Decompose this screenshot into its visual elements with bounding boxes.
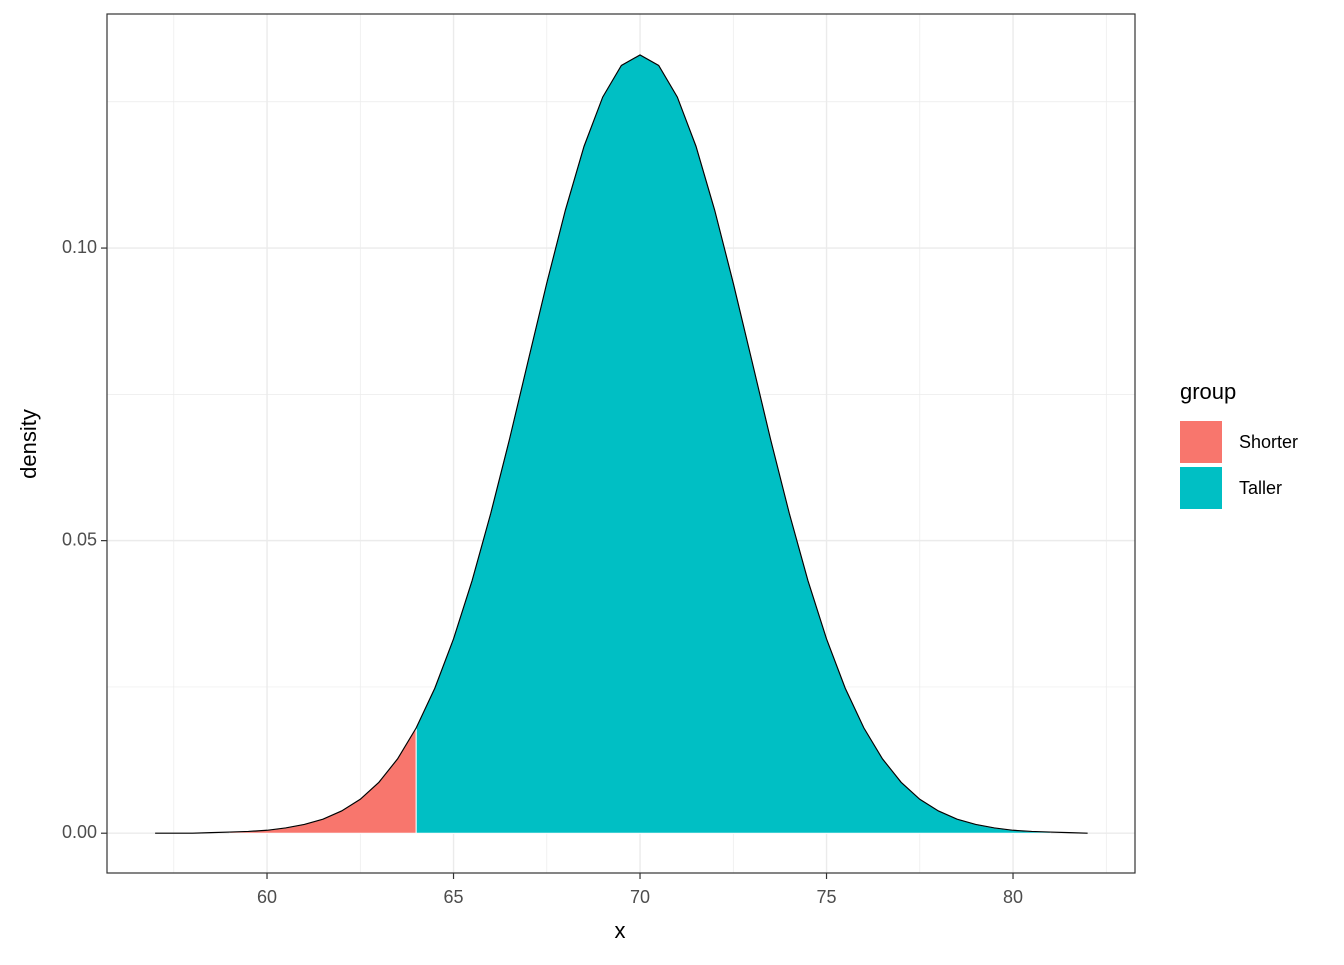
y-tick-label: 0.10 [62,237,97,257]
x-tick-label: 70 [630,887,650,907]
y-axis-label: density [16,409,41,479]
legend-label: Taller [1239,478,1282,498]
legend-key [1180,467,1222,509]
y-tick-label: 0.05 [62,529,97,549]
legend-key [1180,421,1222,463]
y-tick-label: 0.00 [62,822,97,842]
x-tick-label: 65 [444,887,464,907]
density-line [155,54,1088,834]
panel-border [106,13,1136,874]
x-tick-label: 60 [257,887,277,907]
x-axis-label: x [615,918,626,943]
legend-label: Shorter [1239,432,1298,452]
x-tick-label: 80 [1003,887,1023,907]
areas [155,54,1088,834]
legend-title: group [1180,379,1236,404]
x-tick-label: 75 [817,887,837,907]
